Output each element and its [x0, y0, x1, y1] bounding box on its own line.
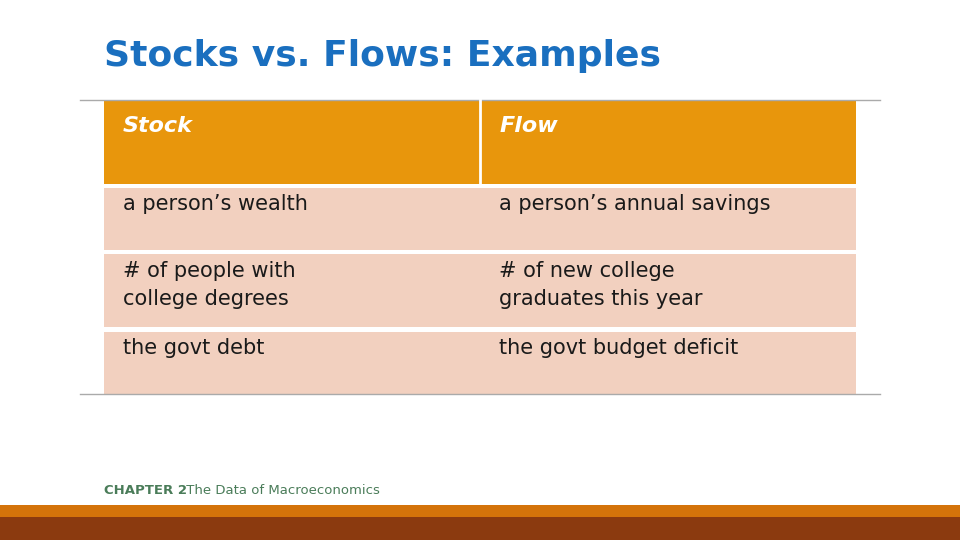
- Text: Stocks vs. Flows: Examples: Stocks vs. Flows: Examples: [104, 39, 660, 73]
- Bar: [104, 332, 480, 394]
- Bar: [104, 254, 480, 327]
- Bar: [480, 332, 856, 394]
- Bar: [480, 100, 856, 184]
- Text: # of people with
college degrees: # of people with college degrees: [123, 261, 296, 309]
- Text: the govt budget deficit: the govt budget deficit: [499, 338, 738, 358]
- Text: a person’s wealth: a person’s wealth: [123, 194, 308, 214]
- Text: Stock: Stock: [123, 116, 193, 136]
- Text: # of new college
graduates this year: # of new college graduates this year: [499, 261, 703, 309]
- Bar: [104, 250, 856, 254]
- Bar: [0, 505, 960, 517]
- Bar: [480, 188, 856, 250]
- Text: the govt debt: the govt debt: [123, 338, 264, 358]
- Bar: [104, 100, 480, 184]
- Bar: [104, 188, 480, 250]
- Bar: [104, 184, 856, 188]
- Text: The Data of Macroeconomics: The Data of Macroeconomics: [182, 484, 380, 497]
- Bar: [0, 517, 960, 540]
- Text: a person’s annual savings: a person’s annual savings: [499, 194, 771, 214]
- Bar: [480, 254, 856, 327]
- Text: CHAPTER 2: CHAPTER 2: [104, 484, 186, 497]
- Text: Flow: Flow: [499, 116, 558, 136]
- Bar: [104, 327, 856, 332]
